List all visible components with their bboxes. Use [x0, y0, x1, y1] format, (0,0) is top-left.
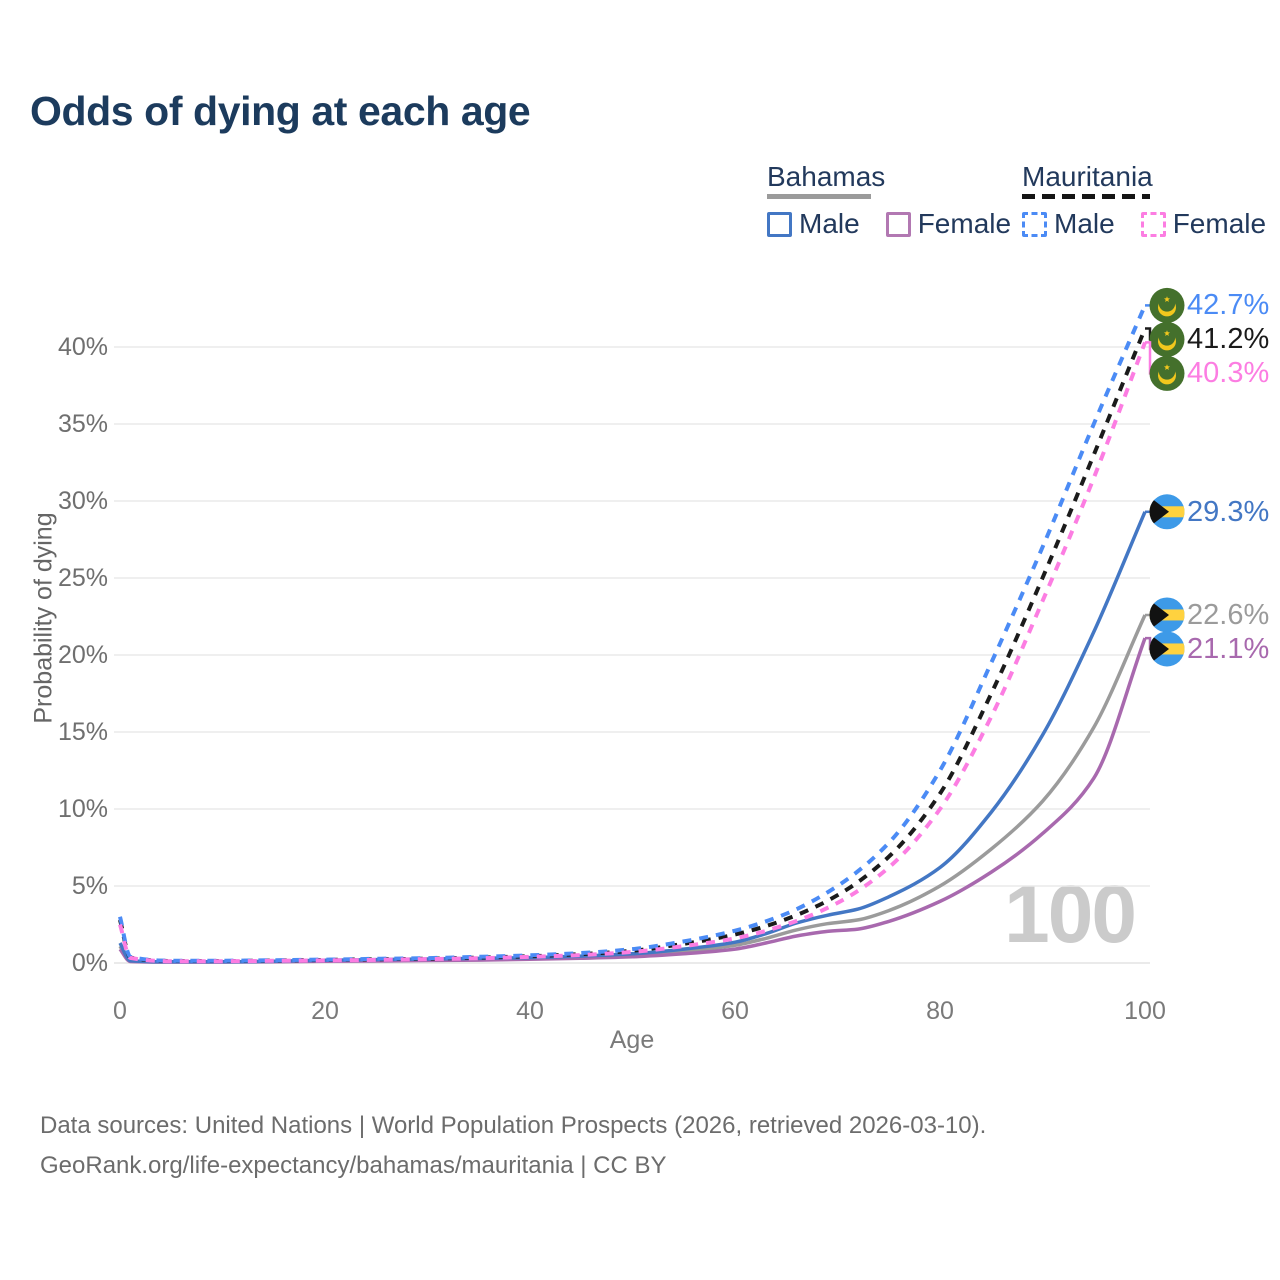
y-tick-label-30%: 30% [57, 487, 108, 515]
line-bahamas-all[interactable] [118, 614, 1147, 964]
y-tick-label-20%: 20% [57, 641, 108, 669]
age-watermark: 100 [1004, 869, 1137, 960]
x-tick-label-40: 40 [516, 997, 544, 1025]
y-tick-label-10%: 10% [57, 795, 108, 823]
legend-underline-solid-icon [767, 194, 871, 199]
x-tick-label-0: 0 [113, 997, 127, 1025]
end-label-mauritania-all: 41.2% [1187, 323, 1270, 356]
legend-country-mauritania: Mauritania [1022, 161, 1153, 192]
line-mauritania-female[interactable] [118, 341, 1147, 964]
line-bahamas-male[interactable] [118, 511, 1147, 964]
x-tick-label-20: 20 [311, 997, 339, 1025]
y-tick-label-40%: 40% [57, 333, 108, 361]
legend-swatch-mauritania-female-icon [1140, 211, 1166, 237]
legend-item-mauritania-male[interactable]: Male [1022, 208, 1115, 240]
mauritania-flag-icon [1149, 321, 1185, 357]
end-label-bahamas-all: 22.6% [1187, 598, 1270, 631]
legend-country-bahamas: Bahamas [767, 161, 886, 192]
line-bahamas-female[interactable] [118, 637, 1147, 964]
legend-item-label: Female [1172, 208, 1267, 239]
legend-swatch-bahamas-female-icon [885, 211, 911, 237]
y-tick-label-15%: 15% [57, 718, 108, 746]
legend-group-bahamas: Bahamas Male Female [767, 162, 1011, 240]
x-tick-label-80: 80 [926, 997, 954, 1025]
footer: Data sources: United Nations | World Pop… [40, 1106, 986, 1186]
page-title: Odds of dying at each age [30, 88, 531, 134]
legend-item-mauritania-female[interactable]: Female [1140, 208, 1267, 240]
legend-item-bahamas-female[interactable]: Female [885, 208, 1012, 240]
legend-item-label: Male [1054, 208, 1115, 239]
legend-item-bahamas-male[interactable]: Male [767, 208, 860, 240]
legend-swatch-mauritania-male-icon [1022, 211, 1047, 237]
legend-group-mauritania: Mauritania Male Female [1022, 162, 1266, 240]
x-tick-label-100: 100 [1124, 997, 1166, 1025]
x-axis-title: Age [609, 1026, 655, 1054]
legend-swatch-bahamas-male-icon [767, 211, 792, 237]
legend-item-label: Female [917, 208, 1012, 239]
bahamas-flag-icon [1149, 494, 1185, 530]
attribution-line: GeoRank.org/life-expectancy/bahamas/maur… [40, 1152, 667, 1179]
y-tick-label-35%: 35% [57, 410, 108, 438]
y-tick-label-0%: 0% [71, 949, 108, 977]
end-label-mauritania-male: 42.7% [1187, 289, 1270, 322]
end-label-mauritania-female: 40.3% [1187, 357, 1270, 390]
y-tick-label-25%: 25% [57, 564, 108, 592]
line-mauritania-male[interactable] [118, 304, 1147, 963]
mauritania-flag-icon [1149, 287, 1185, 323]
bahamas-flag-icon [1149, 597, 1185, 633]
end-label-bahamas-male: 29.3% [1187, 495, 1270, 528]
x-tick-label-60: 60 [721, 997, 749, 1025]
end-label-bahamas-female: 21.1% [1187, 632, 1270, 665]
bahamas-flag-icon [1149, 631, 1185, 667]
legend-item-label: Male [799, 208, 860, 239]
legend-underline-dashed-icon [1022, 194, 1150, 199]
mauritania-flag-icon [1149, 355, 1185, 391]
data-sources-line: Data sources: United Nations | World Pop… [40, 1112, 987, 1139]
y-tick-label-5%: 5% [71, 872, 108, 900]
